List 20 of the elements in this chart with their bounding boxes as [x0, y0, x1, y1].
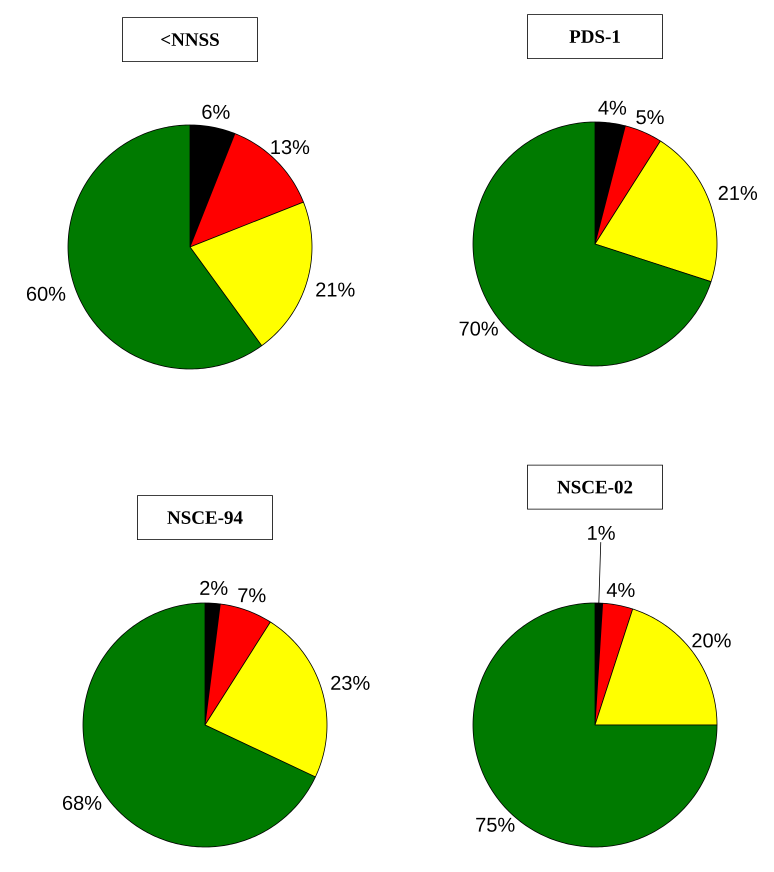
data-label: 13% — [271, 140, 310, 154]
chart-title: NSCE-02 — [557, 480, 632, 494]
chart-title: NSCE-94 — [167, 511, 243, 524]
data-label: 1% — [588, 526, 615, 540]
data-label: 2% — [200, 580, 228, 595]
data-label: 23% — [331, 676, 370, 690]
data-label: 6% — [202, 104, 230, 119]
chart-title: <NNSS — [161, 33, 219, 46]
data-label: 60% — [26, 286, 66, 301]
data-label: 5% — [636, 110, 664, 124]
data-label: 4% — [606, 582, 635, 597]
data-label: 21% — [718, 186, 758, 200]
data-label: 20% — [692, 633, 731, 648]
data-label: 21% — [316, 282, 355, 297]
data-label: 4% — [598, 100, 626, 115]
chart-title: PDS-1 — [569, 30, 620, 43]
data-label: 75% — [476, 818, 514, 832]
data-label: 70% — [460, 321, 498, 336]
data-label: 7% — [238, 588, 266, 602]
data-label: 68% — [62, 796, 102, 810]
